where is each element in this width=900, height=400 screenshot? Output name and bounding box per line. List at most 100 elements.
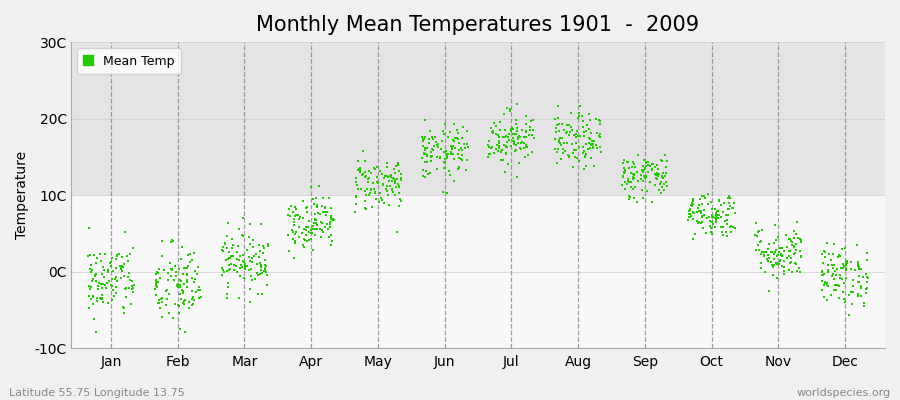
Point xyxy=(564,126,579,133)
Point xyxy=(419,168,434,174)
Point xyxy=(558,147,572,154)
Point xyxy=(779,255,794,262)
Point xyxy=(87,316,102,323)
Point xyxy=(238,262,253,269)
Point xyxy=(162,290,176,297)
Point xyxy=(840,258,854,264)
Point xyxy=(93,294,107,301)
Point xyxy=(660,182,674,189)
Point xyxy=(708,211,723,217)
Point xyxy=(559,130,573,137)
Point xyxy=(501,161,516,167)
Point xyxy=(362,175,376,181)
Point xyxy=(105,283,120,290)
Point xyxy=(493,126,508,133)
Point xyxy=(175,286,189,293)
Point xyxy=(423,153,437,160)
Point xyxy=(760,246,775,252)
Bar xyxy=(71,195,885,348)
Point xyxy=(227,262,241,268)
Point xyxy=(641,158,655,165)
Point xyxy=(850,279,865,285)
Point xyxy=(820,282,834,288)
Point xyxy=(694,220,708,227)
Point xyxy=(126,288,140,295)
Point xyxy=(220,295,235,302)
Point xyxy=(848,267,862,273)
Point xyxy=(850,291,865,297)
Point xyxy=(220,256,235,262)
Point xyxy=(246,237,260,243)
Point xyxy=(815,269,830,276)
Point xyxy=(521,152,535,158)
Point xyxy=(232,253,247,259)
Point xyxy=(438,121,453,128)
Point xyxy=(221,266,236,273)
Point xyxy=(112,263,127,269)
Point xyxy=(648,164,662,170)
Point xyxy=(793,236,807,242)
Point xyxy=(243,286,257,292)
Point xyxy=(585,142,599,148)
Point xyxy=(564,110,579,116)
Point xyxy=(682,208,697,214)
Point xyxy=(104,282,118,288)
Point xyxy=(447,145,462,152)
Point xyxy=(382,174,396,180)
Point xyxy=(706,221,721,228)
Point xyxy=(557,140,572,146)
Point xyxy=(634,167,649,173)
Point xyxy=(722,206,736,212)
Point xyxy=(816,271,831,277)
Point xyxy=(308,210,322,217)
Point xyxy=(220,268,235,274)
Point xyxy=(116,261,130,267)
Point xyxy=(829,287,843,293)
Point xyxy=(360,186,374,192)
Point xyxy=(450,127,464,133)
Point xyxy=(637,173,652,180)
Point xyxy=(839,267,853,273)
Point xyxy=(318,204,332,211)
Point xyxy=(509,125,524,131)
Point xyxy=(771,261,786,268)
Point xyxy=(850,263,865,269)
Point xyxy=(183,251,197,257)
Point xyxy=(318,209,332,215)
Point xyxy=(509,128,524,134)
Point xyxy=(222,254,237,261)
Point xyxy=(108,256,122,262)
Point xyxy=(836,261,850,268)
Point xyxy=(375,170,390,177)
Point xyxy=(640,188,654,194)
Point xyxy=(255,262,269,269)
Point xyxy=(151,270,166,277)
Point xyxy=(289,212,303,218)
Point xyxy=(371,179,385,186)
Point xyxy=(724,228,738,235)
Point xyxy=(321,226,336,232)
Point xyxy=(101,300,115,306)
Point xyxy=(108,276,122,282)
Point xyxy=(720,232,734,239)
Point xyxy=(450,135,464,141)
Point xyxy=(376,180,391,187)
Point xyxy=(174,296,188,302)
Point xyxy=(321,195,336,202)
Point xyxy=(314,219,328,226)
Point xyxy=(177,298,192,304)
Point xyxy=(230,268,245,275)
Point xyxy=(562,132,577,139)
Point xyxy=(234,232,248,238)
Point xyxy=(152,300,166,307)
Point xyxy=(313,226,328,232)
Point xyxy=(508,140,522,147)
Point xyxy=(367,165,382,171)
Point xyxy=(830,266,844,272)
Point xyxy=(431,141,446,147)
Point xyxy=(308,226,322,232)
Point xyxy=(846,288,860,295)
Point xyxy=(766,272,780,278)
Point xyxy=(236,251,250,258)
Point xyxy=(681,216,696,223)
